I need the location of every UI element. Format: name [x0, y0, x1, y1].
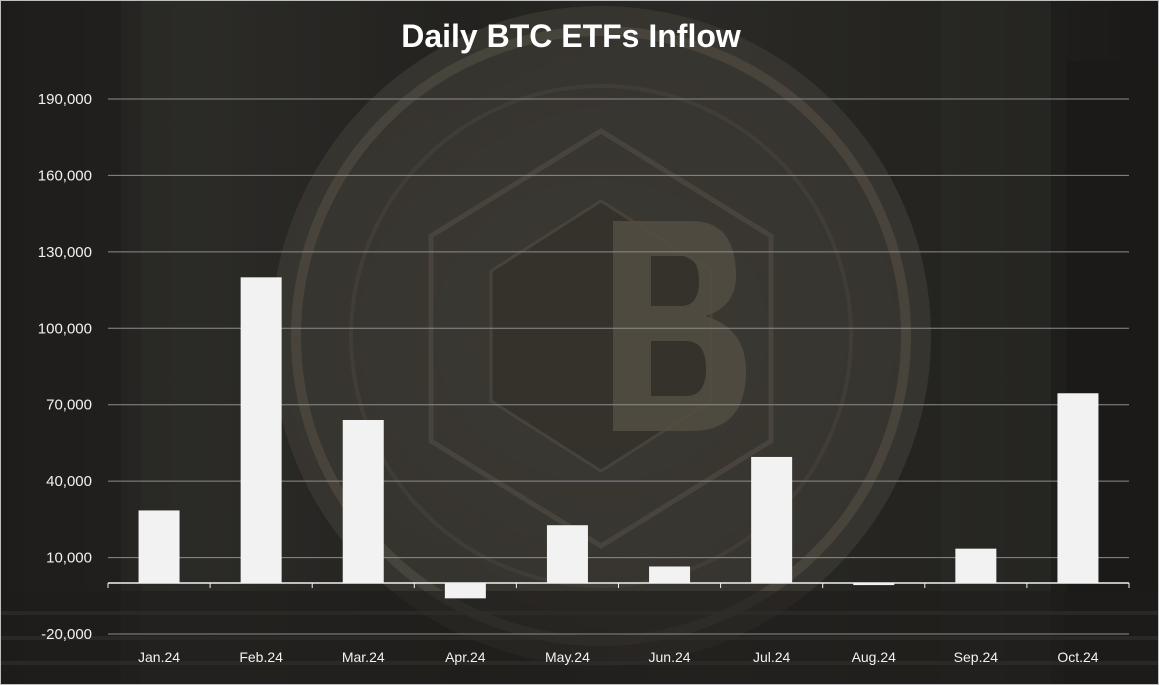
bar	[444, 583, 486, 599]
bars	[138, 277, 1099, 599]
x-tick-label: Aug.24	[852, 649, 897, 665]
x-tick-label: Oct.24	[1057, 649, 1098, 665]
y-tick-label: 10,000	[46, 550, 92, 567]
x-tick-label: Jan.24	[138, 649, 180, 665]
y-tick-label: 70,000	[46, 397, 92, 414]
bar	[342, 420, 384, 584]
x-tick-label: Jul.24	[753, 649, 791, 665]
bar	[138, 510, 180, 584]
y-tick-label: 130,000	[38, 244, 92, 261]
bar	[955, 548, 997, 584]
y-tick-label: 190,000	[38, 91, 92, 108]
y-tick-label: -20,000	[41, 626, 92, 643]
x-axis	[107, 582, 1130, 589]
bar	[751, 456, 793, 584]
x-tick-label: Feb.24	[239, 649, 283, 665]
chart-title: Daily BTC ETFs Inflow	[401, 18, 741, 54]
bar	[240, 277, 282, 584]
bar	[853, 583, 895, 586]
x-axis-tick-labels: Jan.24 Feb.24 Mar.24 Apr.24 May.24 Jun.24 Jul.…	[138, 649, 1099, 665]
y-axis-tick-labels: -20,000 10,000 40,000 70,000 100,000 130,000 1…	[38, 91, 92, 643]
x-tick-label: Mar.24	[342, 649, 385, 665]
bar	[546, 525, 588, 584]
y-tick-label: 160,000	[38, 167, 92, 184]
y-tick-label: 100,000	[38, 320, 92, 337]
x-tick-label: Apr.24	[445, 649, 486, 665]
x-tick-label: Jun.24	[649, 649, 691, 665]
bar	[649, 566, 691, 584]
x-tick-label: May.24	[545, 649, 590, 665]
y-tick-label: 40,000	[46, 473, 92, 490]
x-tick-label: Sep.24	[954, 649, 999, 665]
bar	[1057, 393, 1099, 584]
